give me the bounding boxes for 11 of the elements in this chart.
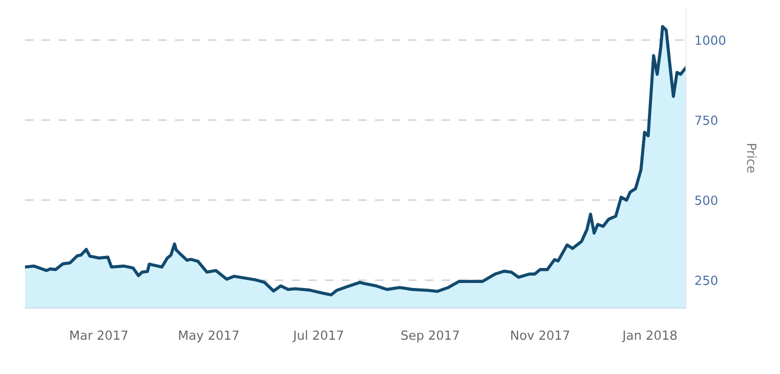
y-tick-label: 250: [695, 276, 718, 286]
x-tick-label: Sep 2017: [401, 330, 459, 342]
x-tick-label: Nov 2017: [511, 330, 570, 340]
y-tick-label: 500: [695, 196, 718, 206]
y-tick-label: 1000: [696, 35, 726, 45]
x-tick-label: Jan 2018: [622, 330, 677, 342]
y-axis-title: Price: [747, 144, 757, 173]
x-tick-label: Jul 2017: [292, 330, 343, 342]
x-tick-label: Mar 2017: [70, 330, 128, 340]
y-tick-label: 750: [695, 116, 718, 125]
x-tick-label: May 2017: [179, 330, 238, 342]
